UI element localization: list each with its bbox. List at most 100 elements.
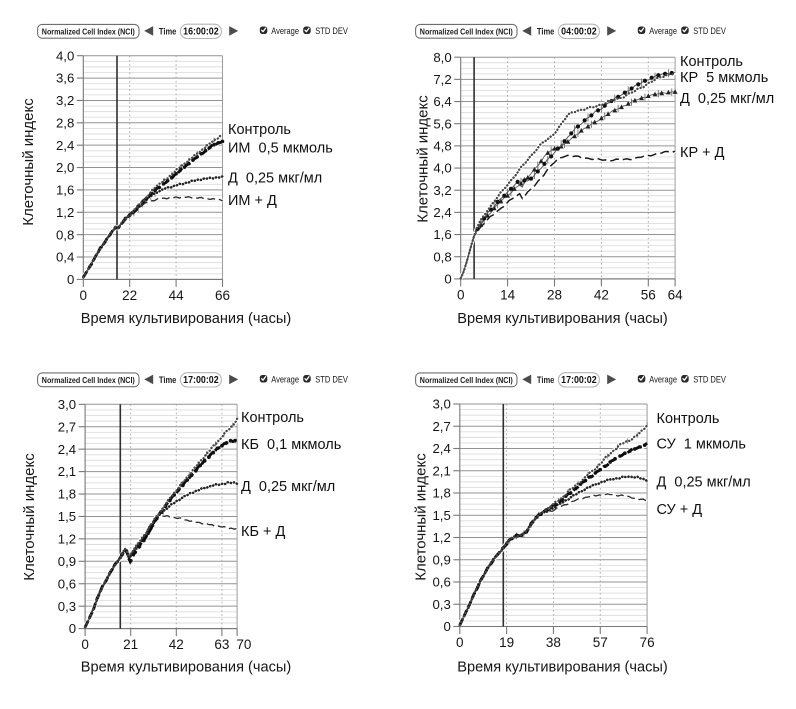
svg-text:5,6: 5,6	[433, 116, 451, 131]
svg-text:17:00:02: 17:00:02	[561, 375, 597, 386]
svg-text:2,4: 2,4	[56, 138, 74, 153]
svg-text:СУ 1 мкмоль: СУ 1 мкмоль	[657, 437, 746, 453]
svg-text:0,9: 0,9	[432, 552, 450, 567]
svg-text:STD DEV: STD DEV	[315, 373, 348, 384]
svg-text:2,4: 2,4	[433, 205, 451, 220]
svg-text:44: 44	[169, 288, 185, 303]
svg-text:Normalized Cell Index (NCI): Normalized Cell Index (NCI)	[420, 375, 513, 385]
svg-text:64: 64	[668, 288, 684, 303]
svg-text:КР + Д: КР + Д	[680, 145, 725, 161]
svg-text:7,2: 7,2	[433, 72, 451, 87]
svg-text:3,6: 3,6	[56, 71, 74, 86]
svg-text:СУ + Д: СУ + Д	[657, 502, 703, 518]
svg-text:0: 0	[69, 621, 76, 636]
svg-text:Клеточный индекс: Клеточный индекс	[20, 98, 37, 226]
svg-text:42: 42	[594, 288, 609, 303]
svg-text:КР 5 мкмоль: КР 5 мкмоль	[680, 70, 768, 86]
svg-text:1,5: 1,5	[58, 509, 76, 524]
svg-text:1,2: 1,2	[58, 531, 76, 546]
svg-text:57: 57	[593, 635, 608, 650]
svg-text:STD DEV: STD DEV	[315, 25, 348, 36]
svg-text:2,7: 2,7	[58, 419, 76, 434]
svg-text:Время культивирования (часы): Время культивирования (часы)	[457, 311, 668, 327]
svg-text:4,8: 4,8	[433, 138, 451, 153]
svg-text:19: 19	[499, 635, 514, 650]
svg-text:Контроль: Контроль	[241, 410, 304, 426]
svg-text:1,6: 1,6	[56, 183, 74, 198]
svg-text:6,4: 6,4	[433, 94, 451, 109]
svg-text:63: 63	[214, 637, 229, 652]
svg-text:14: 14	[500, 288, 516, 303]
svg-text:2,4: 2,4	[432, 441, 450, 456]
svg-text:Клеточный индекс: Клеточный индекс	[413, 453, 430, 581]
svg-text:0,4: 0,4	[56, 250, 74, 265]
svg-text:3,2: 3,2	[433, 183, 451, 198]
svg-text:Д 0,25 мкг/мл: Д 0,25 мкг/мл	[241, 479, 335, 495]
svg-text:ИМ + Д: ИМ + Д	[228, 193, 277, 209]
svg-text:2,1: 2,1	[58, 464, 76, 479]
svg-text:Время культивирования (часы): Время культивирования (часы)	[81, 311, 292, 327]
svg-text:1,8: 1,8	[432, 486, 450, 501]
svg-text:Normalized Cell Index (NCI): Normalized Cell Index (NCI)	[42, 375, 135, 385]
svg-text:17:00:02: 17:00:02	[183, 375, 219, 386]
svg-text:3,2: 3,2	[56, 93, 74, 108]
svg-text:2,4: 2,4	[58, 442, 76, 457]
svg-text:ИМ 0,5 мкмоль: ИМ 0,5 мкмоль	[228, 141, 333, 157]
svg-text:STD DEV: STD DEV	[693, 373, 726, 384]
svg-text:Average: Average	[271, 25, 299, 36]
svg-text:STD DEV: STD DEV	[693, 25, 726, 36]
svg-text:1,6: 1,6	[433, 227, 451, 242]
svg-text:4,0: 4,0	[56, 48, 74, 63]
svg-text:Д 0,25 мкг/мл: Д 0,25 мкг/мл	[228, 171, 322, 187]
svg-text:1,2: 1,2	[56, 205, 74, 220]
svg-text:Клеточный индекс: Клеточный индекс	[415, 95, 432, 223]
svg-text:0: 0	[456, 635, 464, 650]
svg-text:16:00:02: 16:00:02	[183, 27, 219, 38]
svg-text:Время культивирования (часы): Время культивирования (часы)	[457, 660, 668, 676]
svg-text:21: 21	[123, 637, 138, 652]
svg-text:56: 56	[641, 288, 656, 303]
svg-text:Time: Time	[537, 374, 555, 385]
svg-text:22: 22	[122, 288, 137, 303]
svg-text:1,8: 1,8	[58, 487, 76, 502]
svg-text:04:00:02: 04:00:02	[561, 27, 597, 38]
svg-text:1,5: 1,5	[432, 508, 450, 523]
svg-text:Average: Average	[271, 373, 299, 384]
svg-text:Клеточный индекс: Клеточный индекс	[21, 453, 38, 581]
svg-text:0,3: 0,3	[432, 597, 450, 612]
svg-text:2,7: 2,7	[432, 419, 450, 434]
svg-text:1,2: 1,2	[432, 530, 450, 545]
svg-text:Д 0,25 мкг/мл: Д 0,25 мкг/мл	[657, 475, 751, 491]
svg-text:70: 70	[236, 637, 251, 652]
svg-text:0: 0	[67, 272, 74, 287]
svg-text:Normalized Cell Index (NCI): Normalized Cell Index (NCI)	[420, 26, 513, 36]
svg-text:0: 0	[443, 619, 450, 634]
svg-text:Контроль: Контроль	[680, 54, 743, 70]
svg-text:3,0: 3,0	[432, 397, 450, 412]
svg-text:8,0: 8,0	[433, 50, 451, 65]
svg-text:Time: Time	[159, 374, 177, 385]
svg-text:0,8: 0,8	[433, 249, 451, 264]
svg-text:0: 0	[81, 637, 89, 652]
svg-text:Normalized Cell Index (NCI): Normalized Cell Index (NCI)	[42, 26, 135, 36]
svg-text:3,0: 3,0	[58, 397, 76, 412]
svg-text:Time: Time	[159, 25, 177, 36]
svg-text:38: 38	[546, 635, 561, 650]
svg-text:0,3: 0,3	[58, 599, 76, 614]
svg-text:0: 0	[444, 272, 451, 287]
svg-text:Контроль: Контроль	[228, 122, 291, 138]
svg-text:0,6: 0,6	[432, 575, 450, 590]
svg-text:Average: Average	[649, 373, 677, 384]
svg-text:0,8: 0,8	[56, 227, 74, 242]
svg-text:КБ 0,1 мкмоль: КБ 0,1 мкмоль	[241, 437, 341, 453]
svg-text:0: 0	[80, 288, 88, 303]
svg-text:4,0: 4,0	[433, 161, 451, 176]
svg-text:Time: Time	[537, 25, 555, 36]
svg-text:2,1: 2,1	[432, 463, 450, 478]
svg-text:КБ + Д: КБ + Д	[241, 524, 285, 540]
svg-text:76: 76	[640, 635, 655, 650]
svg-text:0: 0	[457, 288, 465, 303]
svg-text:Д 0,25 мкг/мл: Д 0,25 мкг/мл	[680, 91, 774, 107]
svg-text:66: 66	[215, 288, 230, 303]
svg-text:0,6: 0,6	[58, 576, 76, 591]
